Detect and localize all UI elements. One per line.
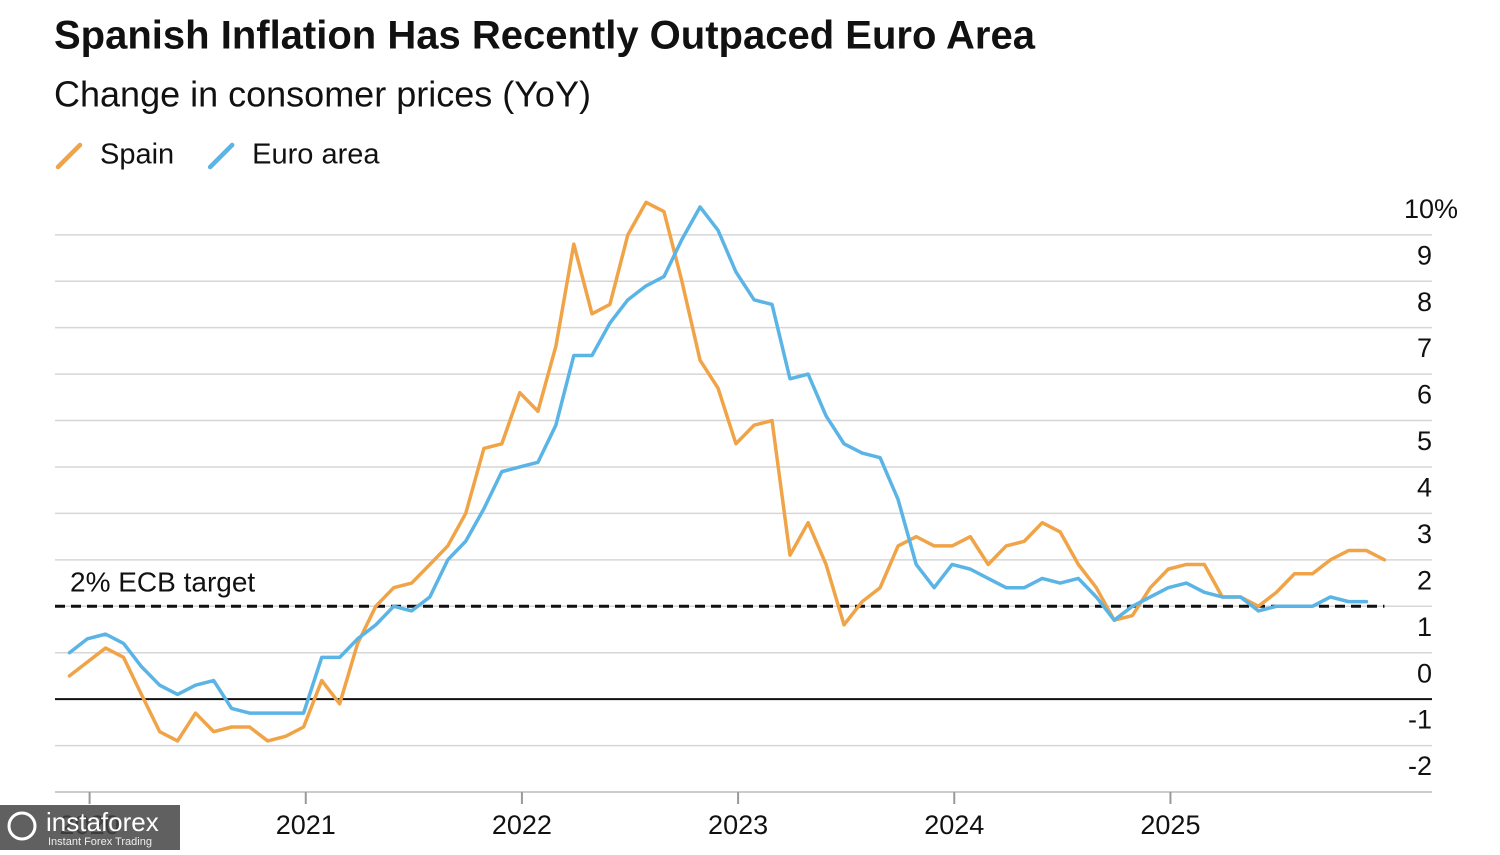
- legend-label: Spain: [100, 139, 174, 171]
- y-tick-label: 9: [1417, 240, 1432, 270]
- x-tick-label: 2022: [492, 810, 552, 840]
- y-tick-label: 2: [1417, 565, 1432, 595]
- watermark-brand: instaforex: [46, 807, 159, 837]
- y-tick-label: 8: [1417, 287, 1432, 317]
- y-tick-label: -1: [1408, 705, 1432, 735]
- x-tick-label: 2025: [1140, 810, 1200, 840]
- chart-title: Spanish Inflation Has Recently Outpaced …: [54, 14, 1036, 58]
- y-tick-label: 3: [1417, 519, 1432, 549]
- watermark-logo: [7, 811, 37, 841]
- y-tick-label: 5: [1417, 426, 1432, 456]
- series-line: [67, 200, 1387, 743]
- x-tick-label: 2024: [924, 810, 984, 840]
- legend-swatch: [55, 142, 83, 170]
- watermark-tagline: Instant Forex Trading: [48, 836, 152, 848]
- y-tick-label: 0: [1417, 658, 1432, 688]
- chart-subtitle: Change in consomer prices (YoY): [54, 74, 591, 115]
- series-line: [67, 205, 1369, 715]
- legend-label: Euro area: [252, 139, 380, 171]
- x-tick-label: 2021: [276, 810, 336, 840]
- y-tick-label: 1: [1417, 612, 1432, 642]
- y-tick-label: 7: [1417, 333, 1432, 363]
- x-tick-label: 2023: [708, 810, 768, 840]
- reference-label: 2% ECB target: [70, 567, 255, 598]
- y-tick-label: 4: [1417, 473, 1432, 503]
- watermark-box: [0, 805, 180, 850]
- legend-swatch: [207, 142, 235, 170]
- y-tick-label: -2: [1408, 751, 1432, 781]
- y-tick-label: 10%: [1404, 194, 1458, 224]
- y-tick-label: 6: [1417, 380, 1432, 410]
